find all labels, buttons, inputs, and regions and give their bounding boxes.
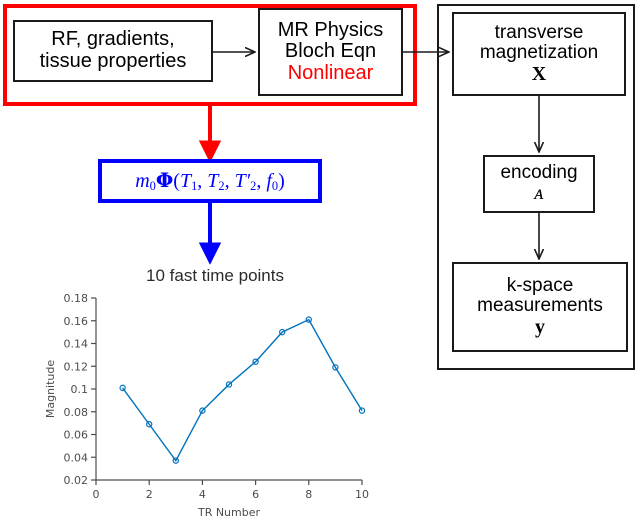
- y-axis-label: Magnitude: [44, 360, 57, 419]
- box-encoding[interactable]: encoding ᴀ: [483, 155, 595, 213]
- magnitude-vs-tr-chart: 0.02 0.04 0.06 0.08 0.1 0.12 0.14 0.16 0.18 0 2 4 6 8…: [40, 288, 370, 524]
- box-transverse-magnetization[interactable]: transverse magnetization X: [452, 12, 626, 96]
- data-point: [119, 384, 126, 392]
- y-tick-label: 0.14: [64, 338, 89, 351]
- formula-open-paren: (: [173, 169, 180, 192]
- box-kspace-line-2: measurements: [477, 295, 603, 317]
- box-physics-nonlinear-label: Nonlinear: [287, 61, 374, 84]
- box-input-line-1: RF, gradients,: [51, 28, 175, 51]
- formula-f0-sub: 0: [271, 179, 279, 194]
- box-encoding-line-1: encoding: [500, 161, 578, 183]
- formula-sep-2: ,: [224, 169, 235, 192]
- formula-t2-sub: 2: [218, 179, 225, 194]
- box-physics-line-1: MR Physics: [277, 18, 384, 41]
- data-point: [305, 316, 312, 323]
- box-signal-model-formula[interactable]: m0Φ(T1, T2, T′2, f0): [98, 159, 322, 203]
- data-point: [332, 364, 339, 371]
- box-transverse-symbol: X: [531, 62, 547, 85]
- formula-f0: f: [266, 169, 272, 192]
- formula-t2prime-sub: 2: [250, 179, 257, 194]
- data-point: [225, 381, 233, 388]
- nonlinear-model-group-frame: [3, 4, 417, 106]
- box-transverse-line-1: transverse: [494, 21, 584, 43]
- x-tick-label: 10: [355, 488, 369, 501]
- y-tick-label: 0.18: [64, 292, 89, 305]
- formula-close-paren: ): [278, 169, 285, 192]
- box-kspace-line-1: k-space: [506, 274, 574, 296]
- x-tick-label: 2: [146, 488, 153, 501]
- box-physics-line-2: Bloch Eqn: [284, 40, 377, 63]
- y-tick-label: 0.16: [64, 315, 89, 328]
- data-line: [122, 318, 363, 462]
- y-tick-label: 0.12: [64, 360, 89, 373]
- data-point: [172, 457, 179, 464]
- y-tick-label: 0.04: [64, 451, 89, 464]
- y-tick-label: 0.08: [64, 406, 89, 419]
- data-point: [199, 407, 206, 414]
- box-encoding-symbol: ᴀ: [535, 182, 543, 205]
- x-tick-label: 6: [252, 488, 259, 501]
- formula-sep-1: ,: [197, 169, 208, 192]
- formula-m: m: [135, 169, 150, 192]
- box-k-space-measurements[interactable]: k-space measurements y: [452, 262, 628, 352]
- data-point: [278, 328, 286, 336]
- x-tick-label: 4: [199, 488, 206, 501]
- formula-sep-3: ,: [256, 169, 267, 192]
- formula-phi: Φ: [155, 167, 174, 192]
- y-tick-label: 0.06: [64, 429, 89, 442]
- formula-m-sub: 0: [149, 179, 156, 194]
- data-point: [358, 407, 366, 414]
- formula-t1: T: [179, 169, 192, 192]
- box-rf-gradients-tissue-properties[interactable]: RF, gradients, tissue properties: [13, 20, 213, 82]
- acquisition-group-frame: [437, 4, 635, 370]
- data-point: [252, 358, 259, 365]
- y-tick-label: 0.1: [71, 383, 89, 396]
- chart-svg: 0.02 0.04 0.06 0.08 0.1 0.12 0.14 0.16 0.18 0 2 4 6 8…: [44, 292, 369, 519]
- formula-t1-sub: 1: [191, 179, 198, 194]
- formula-t2prime: T: [234, 169, 246, 192]
- data-point: [145, 421, 153, 428]
- y-tick-label: 0.02: [64, 474, 89, 487]
- box-kspace-symbol: y: [535, 315, 545, 338]
- box-transverse-line-2: magnetization: [479, 42, 599, 64]
- x-axis-label: TR Number: [197, 506, 261, 519]
- box-input-line-2: tissue properties: [39, 50, 187, 72]
- box-mr-physics-bloch-eqn[interactable]: MR Physics Bloch Eqn Nonlinear: [258, 8, 403, 96]
- x-tick-label: 0: [93, 488, 100, 501]
- chart-title: 10 fast time points: [146, 266, 284, 285]
- formula-prime-mark: ′: [245, 169, 251, 192]
- formula-t2: T: [207, 169, 219, 192]
- x-tick-label: 8: [305, 488, 312, 501]
